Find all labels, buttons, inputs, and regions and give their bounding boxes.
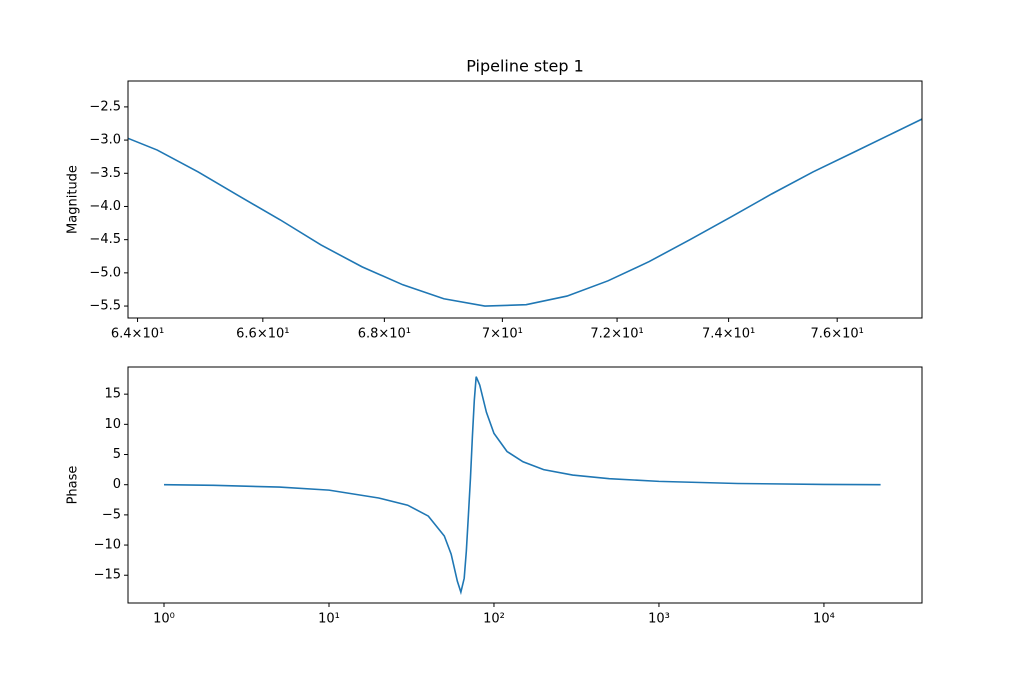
x-tick-label: 6.8×10¹ (358, 327, 411, 342)
x-tick-label: 7.6×10¹ (811, 327, 864, 342)
y-tick-label: 5 (113, 447, 121, 462)
x-tick-label: 7.4×10¹ (702, 327, 755, 342)
x-tick-label: 10² (483, 612, 505, 627)
y-tick-label: 10 (104, 417, 121, 432)
y-axis-label: Phase (66, 466, 81, 505)
plot-area (164, 376, 881, 596)
x-tick-label: 6.6×10¹ (236, 327, 289, 342)
y-tick-label: −5 (102, 507, 121, 522)
axes-frame (127, 80, 923, 319)
y-tick-label: −10 (94, 538, 121, 553)
plot-area (128, 118, 922, 307)
y-tick-label: 0 (113, 477, 121, 492)
x-tick-label: 6.4×10¹ (111, 327, 164, 342)
data-line (164, 376, 881, 596)
y-tick-label: −5.5 (89, 299, 121, 314)
x-tick-label: 10⁰ (153, 612, 175, 627)
y-tick-label: −3.5 (89, 166, 121, 181)
y-tick-label: −3.0 (89, 133, 121, 148)
y-tick-label: −5.0 (89, 265, 121, 280)
y-tick-label: −2.5 (89, 99, 121, 114)
data-line (128, 118, 922, 307)
x-tick-label: 10⁴ (813, 612, 835, 627)
y-tick-label: −15 (94, 568, 121, 583)
x-tick-label: 7×10¹ (482, 327, 523, 342)
y-tick-label: −4.0 (89, 199, 121, 214)
x-tick-label: 10¹ (318, 612, 340, 627)
y-tick-label: 15 (104, 387, 121, 402)
chart-title: Pipeline step 1 (466, 57, 584, 76)
x-tick-label: 7.2×10¹ (590, 327, 643, 342)
y-axis-label: Magnitude (66, 165, 81, 234)
x-tick-label: 10³ (648, 612, 670, 627)
y-tick-label: −4.5 (89, 232, 121, 247)
